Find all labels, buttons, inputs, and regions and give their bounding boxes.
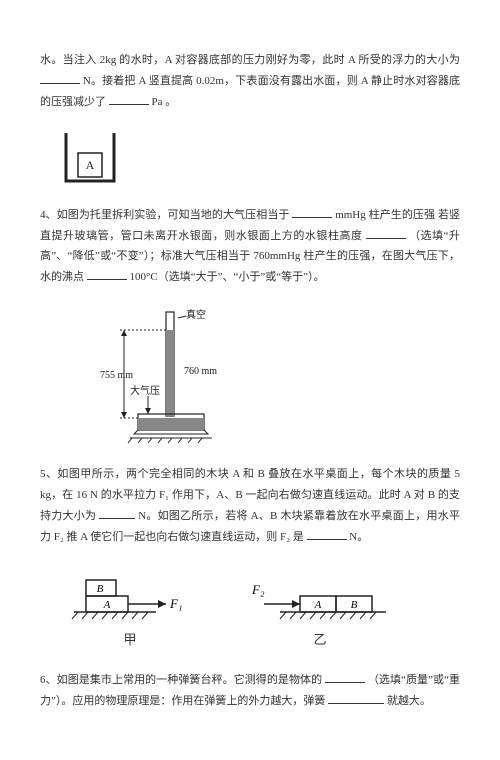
q3-blank2[interactable]	[109, 92, 149, 105]
q5: 5、如图甲所示，两个完全相同的木块 A 和 B 叠放在水平桌面上，每个木块的质量…	[40, 464, 460, 548]
container-icon: A	[60, 131, 120, 187]
q4: 4、如图为托里拆利实验，可知当地的大气压相当于 mmHg 柱产生的压强 若竖直提…	[40, 205, 460, 289]
q3-unit1: N。接着把 A 竖直提高 0.02m，下表面没有露出水面，则 A 静止时水对容器…	[40, 75, 460, 108]
jia-label: 甲	[70, 628, 190, 653]
q3-blank1[interactable]	[40, 71, 80, 84]
atm-label: 大气压	[130, 384, 160, 397]
torricelli-icon: 真空 755 mm 760 mm 大气压	[100, 306, 240, 446]
h760-label: 760 mm	[184, 366, 217, 377]
svg-text:B: B	[97, 583, 104, 595]
fig-jia: A B F₁ 甲	[70, 566, 190, 653]
q6-blank2[interactable]	[328, 691, 384, 704]
block-a-label: A	[86, 158, 95, 172]
h755-label: 755 mm	[100, 370, 133, 381]
side-blocks-icon: A B F₂	[250, 566, 390, 626]
q4-figure: 真空 755 mm 760 mm 大气压	[100, 306, 460, 446]
q6-blank1[interactable]	[325, 670, 365, 683]
yi-label: 乙	[250, 628, 390, 653]
q6-text1: 6、如图是集市上常用的一种弹簧台秤。它测得的是物体的	[40, 674, 322, 686]
vacuum-label: 真空	[186, 308, 206, 321]
q3-figure: A	[60, 131, 460, 187]
svg-text:B: B	[351, 599, 358, 611]
q4-text1: 4、如图为托里拆利实验，可知当地的大气压相当于	[40, 209, 290, 221]
fig-yi: A B F₂ 乙	[250, 566, 390, 653]
q4-blank2[interactable]	[366, 226, 406, 239]
q5-blank2[interactable]	[307, 527, 347, 540]
q4-text4: 100°C（选填“大于”、“小于”或“等于”）。	[130, 271, 325, 283]
q6: 6、如图是集市上常用的一种弹簧台秤。它测得的是物体的 （选填“质量”或“重力”）…	[40, 670, 460, 712]
q6-text3: 就越大。	[387, 695, 431, 707]
stacked-blocks-icon: A B F₁	[70, 566, 190, 626]
svg-text:A: A	[314, 599, 322, 611]
q5-text3: N。	[349, 531, 368, 543]
svg-text:A: A	[103, 599, 111, 611]
svg-text:F₂: F₂	[251, 582, 265, 597]
q5-figures: A B F₁ 甲	[70, 566, 460, 653]
q5-blank1[interactable]	[99, 506, 135, 519]
q4-blank1[interactable]	[292, 205, 332, 218]
q3-text1: 水。当注入 2kg 的水时，A 对容器底部的压力刚好为零，此时 A 所受的浮力的…	[40, 54, 460, 66]
q3-tail: 水。当注入 2kg 的水时，A 对容器底部的压力刚好为零，此时 A 所受的浮力的…	[40, 50, 460, 113]
q4-blank3[interactable]	[87, 267, 127, 280]
q3-unit2: Pa 。	[152, 96, 177, 108]
svg-text:F₁: F₁	[169, 596, 182, 611]
